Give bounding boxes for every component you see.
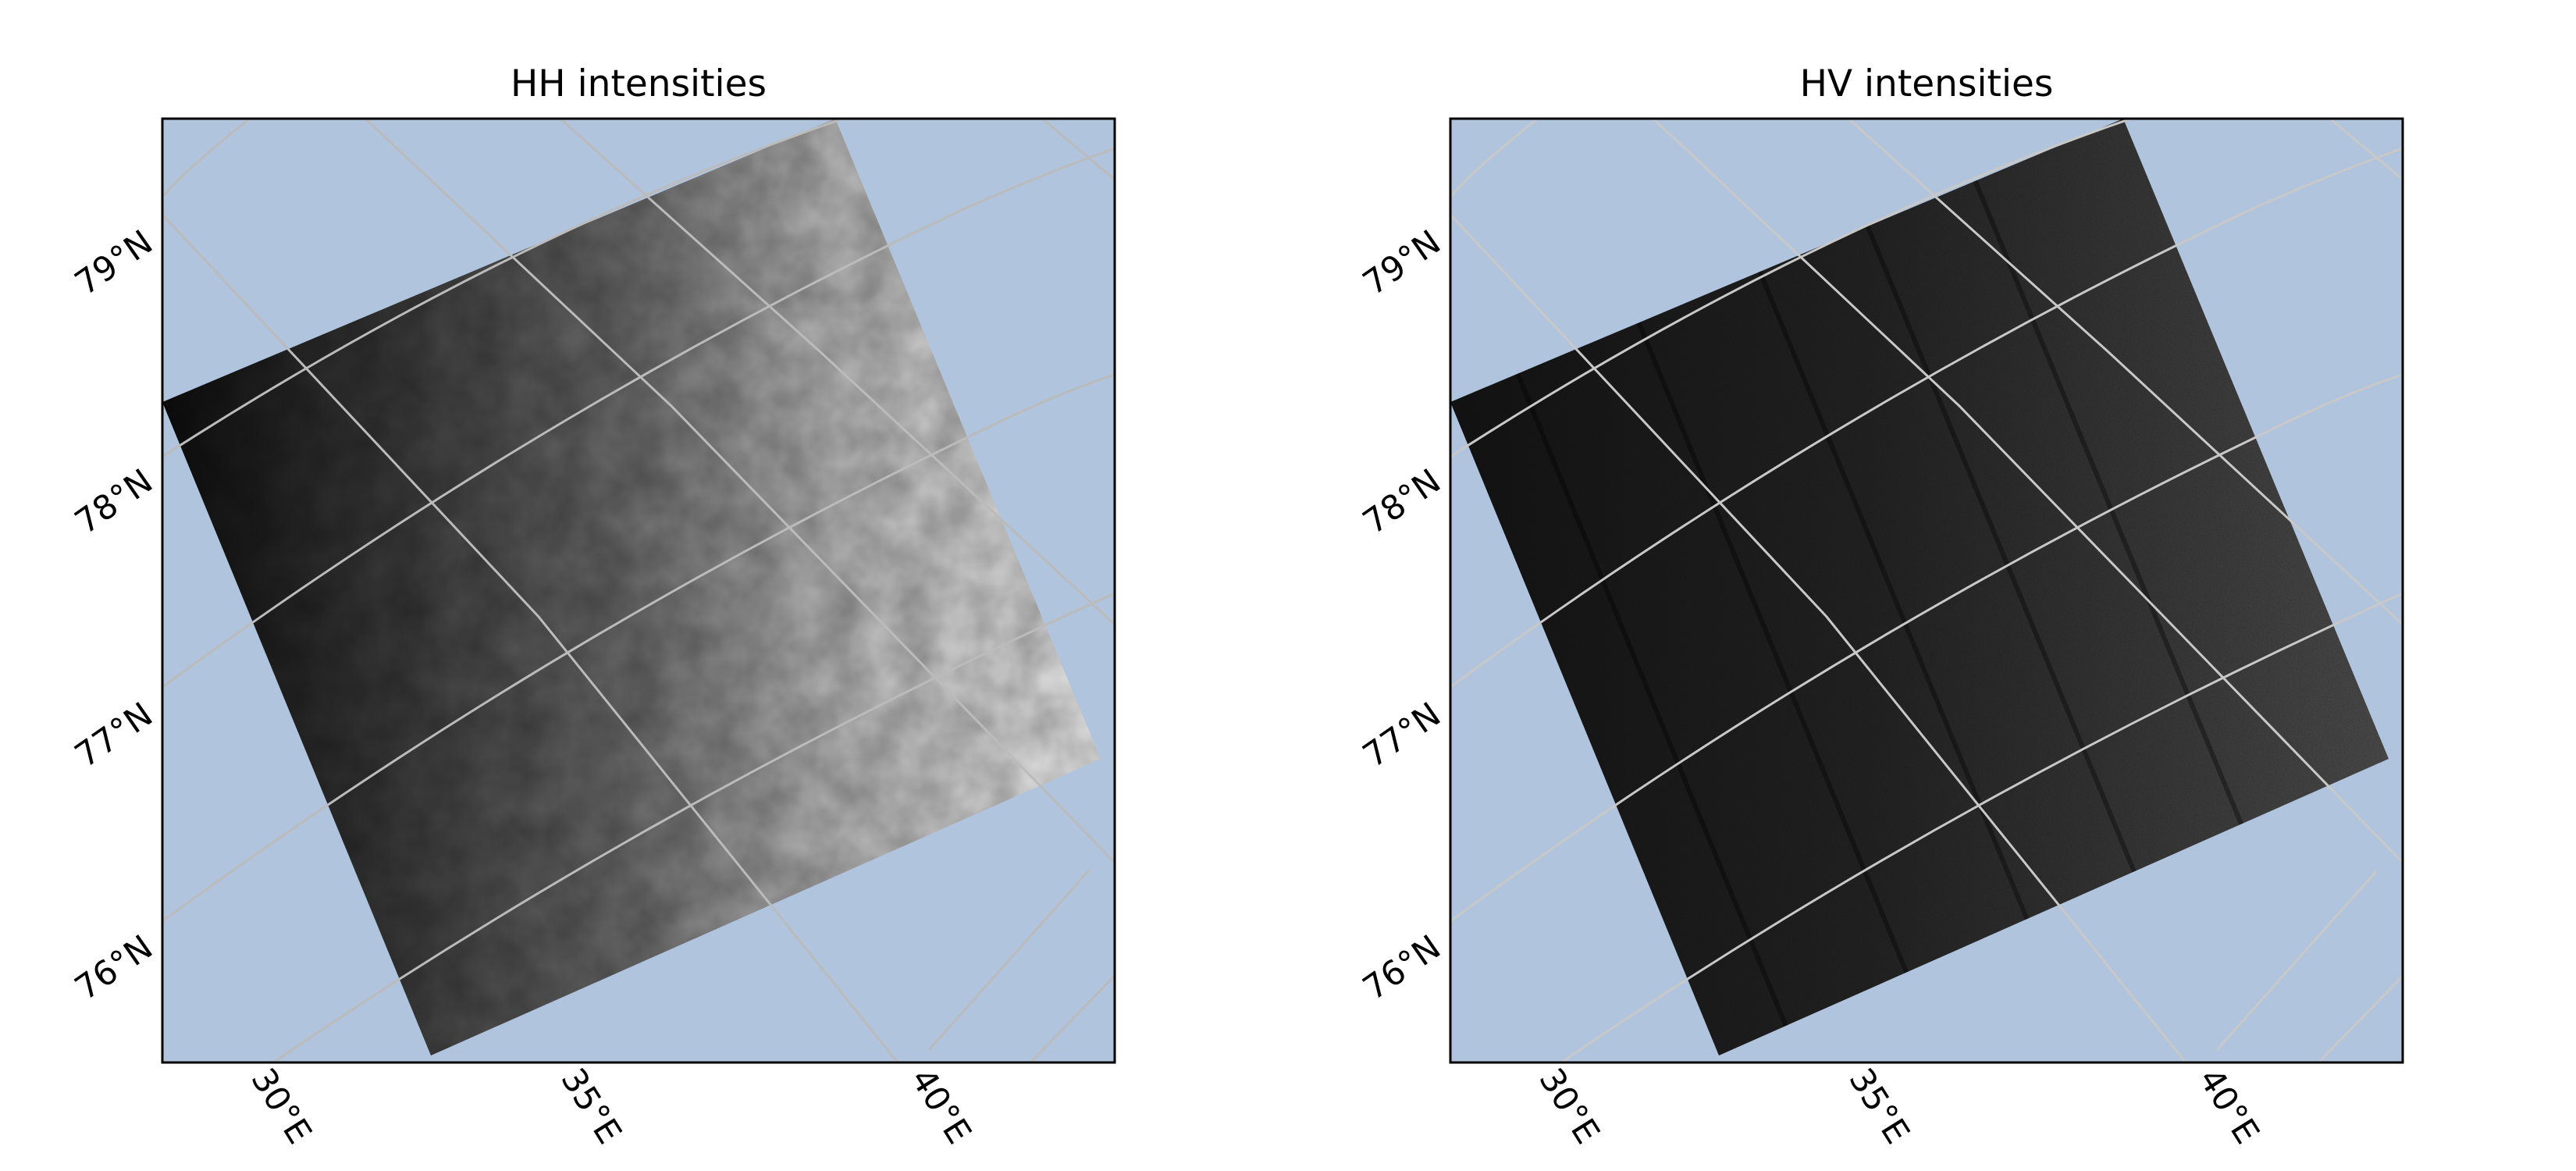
latitude-gridline	[1450, 119, 2132, 458]
latitude-gridline	[1450, 119, 1539, 198]
longitude-gridline	[2317, 974, 2403, 1062]
longitude-gridline	[162, 213, 899, 1062]
sar-swath-texture	[162, 119, 1101, 1055]
latitude-gridline	[272, 592, 1115, 1062]
longitude-gridline	[2329, 119, 2403, 181]
longitude-gridline	[2215, 870, 2379, 1051]
hh-map-panel: HH intensities 79°N 78°N 77°N 76°N 30°E …	[68, 62, 1116, 1151]
longitude-gridline	[1847, 119, 2403, 626]
hh-map-title: HH intensities	[510, 62, 767, 105]
subswath-seam	[1636, 322, 1909, 973]
subswath-seam	[1515, 372, 1788, 1027]
longitude-gridline	[364, 119, 1115, 864]
map-frame	[161, 117, 1116, 1064]
longitude-gridline	[559, 119, 1115, 626]
longitude-gridline	[1041, 119, 1115, 181]
longitude-gridline	[927, 870, 1091, 1051]
latitude-gridline	[162, 119, 844, 458]
latitude-gridline	[1450, 147, 2403, 689]
hh-map	[161, 117, 1116, 1064]
subswath-seam	[1865, 225, 2137, 873]
hv-map	[1449, 117, 2404, 1064]
sar-swath-texture	[1450, 119, 2389, 1055]
latitude-gridline	[162, 147, 1115, 689]
latitude-gridline	[162, 373, 1115, 923]
subswath-seam	[1973, 180, 2244, 825]
latitude-gridline	[1560, 592, 2403, 1062]
latitude-gridline	[1450, 373, 2403, 923]
latitude-gridline	[162, 119, 251, 198]
longitude-gridline	[1652, 119, 2403, 864]
hv-map-panel: HV intensities 79°N 78°N 77°N 76°N 30°E …	[1288, 0, 2576, 1171]
hv-map-title: HV intensities	[1799, 62, 2054, 105]
longitude-gridline	[1450, 213, 2187, 1062]
map-frame	[1449, 117, 2404, 1064]
longitude-gridline	[1029, 974, 1115, 1062]
